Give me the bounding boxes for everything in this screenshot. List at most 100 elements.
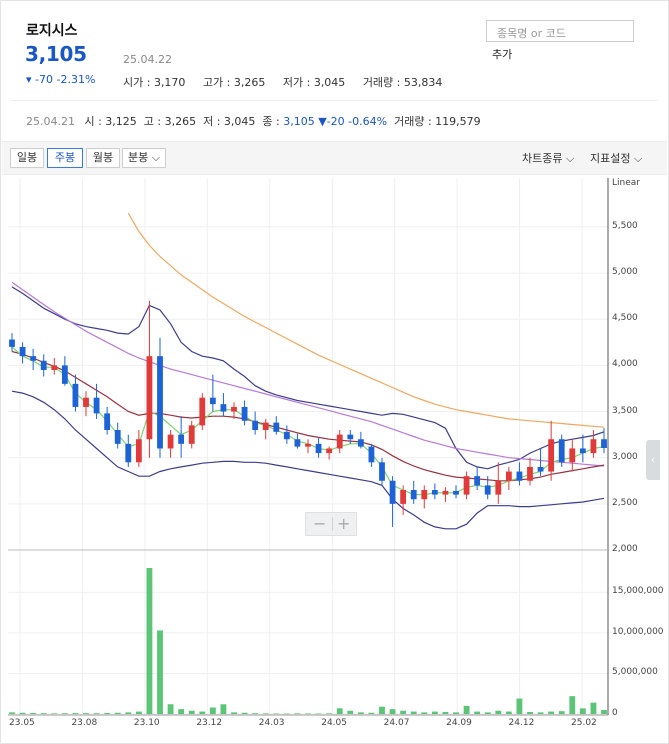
volume-bar [104, 713, 111, 714]
candle-body [104, 413, 111, 430]
candle-body [40, 360, 47, 370]
candle-body [83, 397, 89, 407]
price-tick-label: 3,000 [612, 451, 638, 462]
previous-high: 고 : 3,265 [143, 115, 197, 128]
stock-name: 로지시스 [26, 23, 78, 39]
volume-bar [125, 712, 132, 714]
stock-chart[interactable] [0, 175, 669, 735]
volume-bar [178, 709, 185, 714]
volume-bar [305, 713, 311, 714]
candle-body [188, 425, 195, 444]
candle-body [262, 422, 269, 430]
zoom-control: − + [305, 512, 357, 536]
volume-bar [135, 711, 142, 714]
high-price: 고가 : 3,265 [202, 76, 266, 89]
previous-open: 시 : 3,125 [84, 115, 137, 128]
zoom-out-button[interactable]: − [313, 514, 327, 533]
candle-body [357, 439, 364, 447]
volume-bar [558, 711, 565, 714]
candle-body [336, 434, 343, 449]
candle-body [505, 471, 512, 481]
volume-bar [537, 712, 544, 714]
volume-bar [569, 696, 576, 714]
candle-body [220, 404, 227, 412]
add-button[interactable]: 추가 [492, 48, 513, 61]
trade-volume: 거래량 : 53,834 [362, 76, 443, 89]
price-stats: 시가 : 3,170 고가 : 3,265 저가 : 3,045 거래량 : 5… [123, 74, 456, 90]
indicator-settings-dropdown[interactable]: 지표설정 ⌵ [590, 152, 643, 165]
candle-body [558, 439, 565, 463]
volume-bars [9, 568, 607, 715]
candle-body [410, 490, 417, 500]
volume-bar [40, 713, 47, 714]
volume-bar [516, 698, 523, 714]
candle-body [30, 356, 37, 361]
time-tick-label: 24.03 [258, 718, 285, 728]
tab-monthly[interactable]: 월봉 [86, 148, 120, 168]
price-change: ▾ -70 -2.31% [26, 73, 96, 86]
price-tick-label: 4,000 [612, 359, 638, 370]
candle-body [135, 439, 142, 463]
candle-body [283, 431, 290, 440]
moving-average-long-line [11, 281, 605, 467]
trade-date: 25.04.22 [123, 53, 172, 66]
candle-body [474, 476, 481, 486]
previous-low: 저 : 3,045 [203, 115, 256, 128]
candle-body [579, 448, 586, 454]
volume-bar [453, 712, 459, 714]
volume-bar [231, 712, 237, 714]
volume-bar [601, 709, 607, 714]
volume-bar [527, 711, 533, 714]
candle-body [157, 356, 163, 449]
candle-body [93, 397, 100, 414]
tab-weekly[interactable]: 주봉 [47, 148, 83, 168]
volume-bar [474, 711, 481, 714]
price-tick-label: 5,000 [612, 267, 638, 278]
scale-mode-label[interactable]: Linear [612, 178, 640, 188]
volume-bar [157, 630, 163, 714]
volume-bar [167, 704, 174, 714]
zoom-in-button[interactable]: + [337, 514, 351, 533]
candle-body [19, 346, 26, 357]
previous-date: 25.04.21 [26, 115, 75, 128]
candle-body [453, 490, 459, 495]
previous-close: 3,105 [283, 115, 315, 128]
candle-body [400, 490, 407, 504]
open-price: 시가 : 3,170 [123, 76, 186, 89]
volume-tick-label: 5,000,000 [612, 667, 658, 678]
candle-body [326, 448, 333, 454]
volume-bar [93, 713, 100, 714]
time-tick-label: 23.05 [9, 718, 35, 728]
tab-daily[interactable]: 일봉 [10, 148, 44, 168]
candle-body [601, 439, 607, 448]
time-tick-label: 23.12 [196, 718, 223, 728]
volume-bar [463, 705, 470, 714]
volume-bar [61, 713, 68, 714]
volume-bar [368, 712, 375, 714]
time-tick-label: 24.09 [446, 718, 472, 728]
candle-body [527, 466, 533, 481]
time-tick-label: 24.05 [321, 718, 347, 728]
moving-average-short-line [11, 346, 605, 496]
volume-bar [590, 702, 597, 714]
volume-bar [199, 711, 206, 714]
volume-bar [495, 710, 502, 714]
candle-body [379, 462, 385, 481]
volume-bar [315, 713, 322, 715]
bollinger-upper-line [11, 286, 605, 470]
candle-body [72, 383, 79, 407]
candle-body [421, 490, 428, 500]
zoom-separator [332, 517, 333, 531]
volume-bar [505, 711, 512, 714]
volume-bar [336, 708, 343, 714]
tab-minute-dropdown[interactable]: 분봉 ⌵ [122, 148, 166, 168]
side-panel-toggle[interactable]: ‹ [646, 440, 660, 480]
volume-bar [379, 706, 385, 714]
chart-type-dropdown[interactable]: 차트종류 ⌵ [522, 152, 575, 165]
volume-bar [326, 713, 333, 714]
volume-tick-label: 10,000,000 [612, 626, 664, 637]
candle-body [315, 443, 322, 454]
price-tick-label: 4,500 [612, 313, 638, 324]
search-input[interactable]: 종목명 or 코드 [486, 20, 634, 42]
divider [12, 100, 657, 101]
